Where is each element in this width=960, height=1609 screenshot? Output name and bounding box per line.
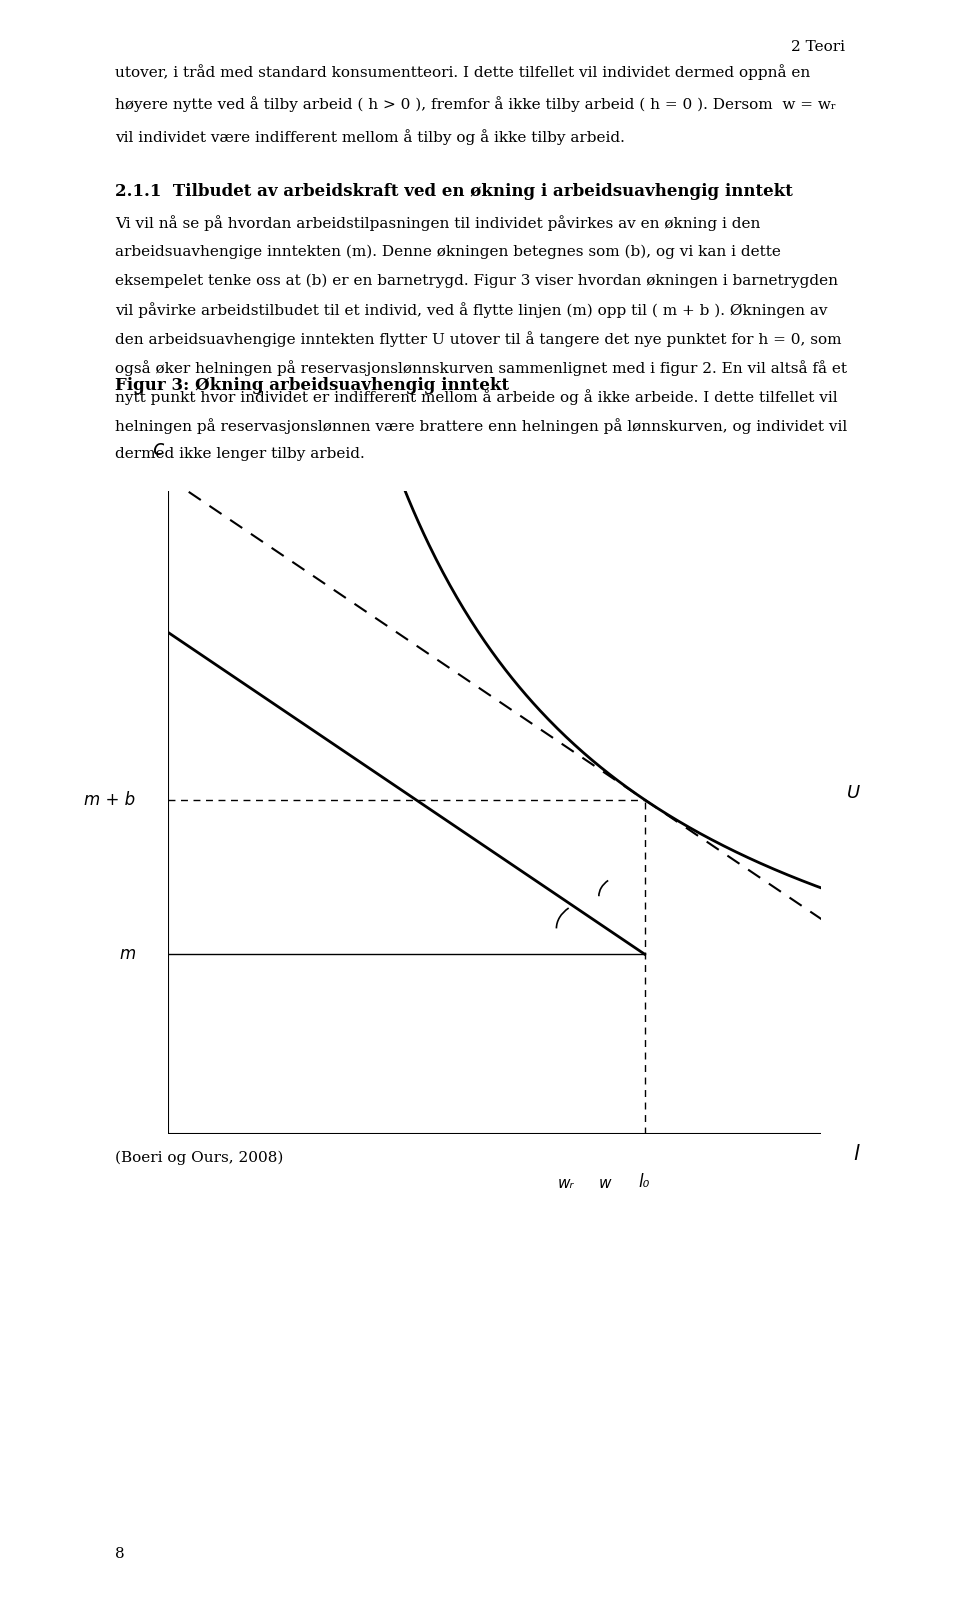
Text: utover, i tråd med standard konsumentteori. I dette tilfellet vil individet derm: utover, i tråd med standard konsumentteo… [115, 64, 810, 80]
Text: m: m [119, 944, 135, 964]
Text: også øker helningen på reservasjonslønnskurven sammenlignet med i figur 2. En vi: også øker helningen på reservasjonslønns… [115, 360, 848, 377]
Text: (Boeri og Ours, 2008): (Boeri og Ours, 2008) [115, 1150, 283, 1165]
Text: nytt punkt hvor individet er indifferent mellom å arbeide og å ikke arbeide. I d: nytt punkt hvor individet er indifferent… [115, 389, 838, 405]
Text: den arbeidsuavhengige inntekten flytter U utover til å tangere det nye punktet f: den arbeidsuavhengige inntekten flytter … [115, 331, 842, 348]
Text: Figur 3: Økning arbeidsuavhengig inntekt: Figur 3: Økning arbeidsuavhengig inntekt [115, 377, 510, 394]
Text: vil påvirke arbeidstilbudet til et individ, ved å flytte linjen (m) opp til ( m : vil påvirke arbeidstilbudet til et indiv… [115, 302, 828, 319]
Text: 2.1.1  Tilbudet av arbeidskraft ved en økning i arbeidsuavhengig inntekt: 2.1.1 Tilbudet av arbeidskraft ved en øk… [115, 183, 793, 201]
Text: c: c [153, 439, 164, 459]
Text: m + b: m + b [84, 790, 135, 809]
Text: arbeidsuavhengige inntekten (m). Denne økningen betegnes som (b), og vi kan i de: arbeidsuavhengige inntekten (m). Denne ø… [115, 245, 781, 259]
Text: U: U [847, 784, 860, 803]
Text: w: w [599, 1176, 612, 1191]
Text: wᵣ: wᵣ [558, 1176, 574, 1191]
Text: helningen på reservasjonslønnen være brattere enn helningen på lønnskurven, og i: helningen på reservasjonslønnen være bra… [115, 418, 848, 434]
Text: 8: 8 [115, 1546, 125, 1561]
Text: eksempelet tenke oss at (b) er en barnetrygd. Figur 3 viser hvordan økningen i b: eksempelet tenke oss at (b) er en barnet… [115, 274, 838, 288]
Text: l: l [853, 1144, 859, 1163]
Text: høyere nytte ved å tilby arbeid ( h > 0 ), fremfor å ikke tilby arbeid ( h = 0 ): høyere nytte ved å tilby arbeid ( h > 0 … [115, 97, 836, 113]
Text: l₀: l₀ [639, 1173, 650, 1191]
Text: dermed ikke lenger tilby arbeid.: dermed ikke lenger tilby arbeid. [115, 447, 365, 462]
Text: vil individet være indifferent mellom å tilby og å ikke tilby arbeid.: vil individet være indifferent mellom å … [115, 129, 625, 145]
Text: 2 Teori: 2 Teori [791, 40, 845, 55]
Text: Vi vil nå se på hvordan arbeidstilpasningen til individet påvirkes av en økning : Vi vil nå se på hvordan arbeidstilpasnin… [115, 216, 760, 232]
